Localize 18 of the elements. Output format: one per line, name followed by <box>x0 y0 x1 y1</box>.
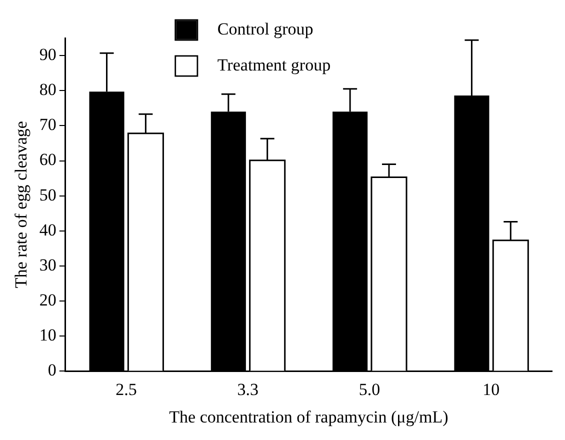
x-tick-label: 2.5 <box>116 380 137 399</box>
legend-label: Control group <box>217 19 314 38</box>
x-tick-label: 10 <box>482 380 500 399</box>
y-tick-label: 20 <box>39 290 56 310</box>
y-tick-label: 50 <box>39 185 56 204</box>
legend-label: Treatment group <box>217 55 331 74</box>
y-axis-title: The rate of egg cleavage <box>12 121 31 288</box>
y-tick-label: 70 <box>39 115 56 134</box>
y-tick-label: 80 <box>39 80 56 100</box>
y-tick-label: 40 <box>39 220 56 240</box>
y-tick-label: 60 <box>39 150 56 170</box>
x-tick-label: 5.0 <box>358 380 380 399</box>
y-tick-label: 0 <box>48 360 56 380</box>
x-axis-title: The concentration of rapamycin (μg/mL) <box>169 407 448 426</box>
x-tick-label: 3.3 <box>237 380 258 399</box>
y-tick-label: 90 <box>39 45 56 64</box>
y-tick-label: 30 <box>39 255 56 274</box>
y-tick-label: 10 <box>39 326 56 345</box>
